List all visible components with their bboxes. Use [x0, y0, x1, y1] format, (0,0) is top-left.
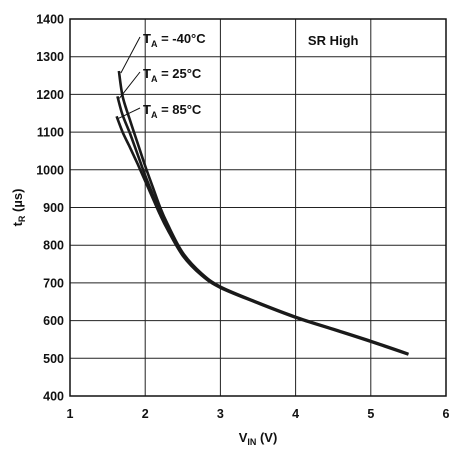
x-tick-label: 2: [142, 407, 149, 421]
series-line-2: [116, 95, 409, 356]
y-tick-labels: 400 500 600 700 800 900 1000 1100 1200 1300 1400: [36, 13, 64, 404]
series-label-leader: [118, 107, 141, 119]
grid-lines: [70, 19, 446, 396]
plot-frame: [69, 18, 447, 397]
y-tick-label: 1200: [36, 88, 64, 102]
series-label-3: TA = 85°C: [143, 102, 202, 120]
x-tick-label: 4: [292, 407, 299, 421]
series-labels: TA = -40°C TA = 25°C TA = 85°C: [118, 31, 206, 120]
x-tick-label: 5: [367, 407, 374, 421]
y-axis-label: tR (µs): [10, 189, 27, 227]
series-label-leader: [118, 71, 141, 99]
y-tick-label: 900: [43, 201, 64, 215]
y-tick-label: 1100: [37, 126, 64, 140]
series-label-2: TA = 25°C: [143, 66, 202, 84]
y-tick-label: 700: [43, 276, 64, 290]
series-line-3: [115, 115, 409, 356]
x-tick-label: 3: [217, 407, 224, 421]
x-tick-label: 6: [443, 407, 450, 421]
y-tick-label: 600: [43, 314, 64, 328]
y-tick-label: 1300: [36, 50, 64, 64]
x-tick-labels: 1 2 3 4 5 6: [67, 407, 450, 421]
y-tick-label: 500: [43, 352, 64, 366]
sr-high-annotation: SR High: [308, 33, 359, 48]
y-tick-label: 800: [43, 239, 64, 253]
x-axis-label: VIN (V): [239, 430, 278, 447]
series-label-1: TA = -40°C: [143, 31, 206, 49]
y-tick-label: 1000: [36, 163, 64, 177]
series-lines: [115, 70, 409, 356]
y-tick-label: 400: [43, 390, 64, 404]
y-tick-label: 1400: [36, 13, 64, 27]
x-tick-label: 1: [67, 407, 74, 421]
series-label-leader: [120, 36, 141, 74]
